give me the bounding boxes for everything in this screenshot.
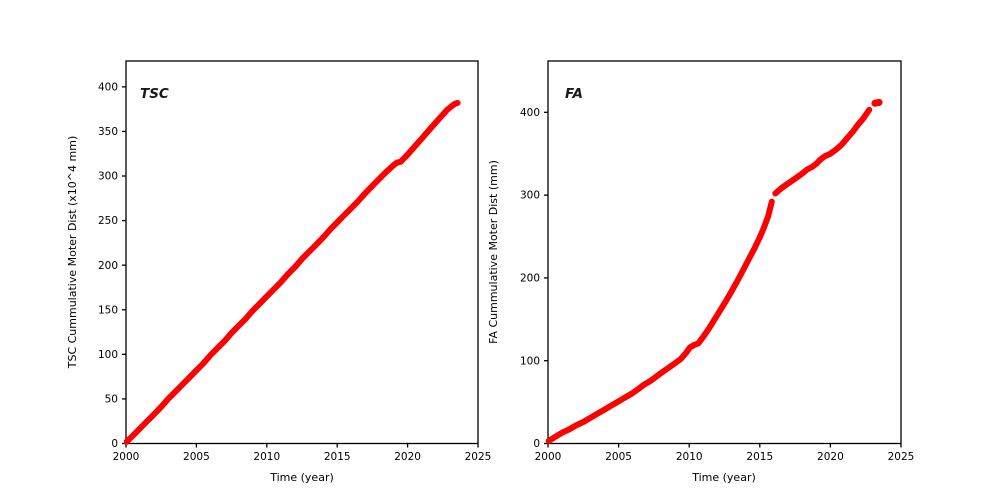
data-curve-segment bbox=[772, 106, 873, 197]
tsc-subplot: 2000 2005 2010 2015 2020 2025 0 50 100 150 200 250 3… bbox=[66, 60, 492, 484]
y-tick-label: 350 bbox=[98, 126, 118, 138]
y-tick-label: 400 bbox=[98, 81, 118, 93]
tsc-yaxis-title: TSC Cummulative Moter Dist (x10^4 mm) bbox=[66, 136, 79, 370]
x-tick-label: 2020 bbox=[394, 451, 421, 463]
plot-frame bbox=[547, 60, 902, 445]
x-tick-label: 2005 bbox=[605, 451, 632, 463]
y-tick-label: 250 bbox=[98, 215, 118, 227]
x-tick-label: 2020 bbox=[817, 451, 844, 463]
x-tick-label: 2010 bbox=[676, 451, 703, 463]
fa-subplot: 2000 2005 2010 2015 2020 2025 0 100 200 300 400 FA… bbox=[487, 60, 915, 484]
y-tick-label: 300 bbox=[98, 171, 118, 183]
tsc-annotation-label: TSC bbox=[140, 86, 169, 102]
data-curve-segment bbox=[871, 98, 883, 107]
fa-annotation-label: FA bbox=[565, 86, 583, 102]
y-tick-label: 100 bbox=[520, 355, 540, 367]
tsc-plot-area: 2000 2005 2010 2015 2020 2025 0 50 100 150 200 250 3… bbox=[98, 60, 492, 463]
x-tick-label: 2025 bbox=[465, 451, 492, 463]
y-tick-label: 0 bbox=[111, 438, 118, 450]
x-tick-label: 2015 bbox=[746, 451, 773, 463]
x-tick-label: 2010 bbox=[253, 451, 280, 463]
y-tick-label: 200 bbox=[98, 260, 118, 272]
y-tick-label: 50 bbox=[105, 394, 118, 406]
y-tick-label: 300 bbox=[520, 190, 540, 202]
plot-frame bbox=[125, 60, 479, 445]
fa-yaxis-title: FA Cummulative Moter Dist (mm) bbox=[487, 160, 500, 344]
y-tick-label: 200 bbox=[520, 273, 540, 285]
x-tick-label: 2005 bbox=[183, 451, 210, 463]
y-tick-label: 0 bbox=[533, 438, 540, 450]
data-curve-segment bbox=[545, 198, 775, 444]
fa-xaxis-title: Time (year) bbox=[691, 471, 756, 484]
x-tick-label: 2000 bbox=[535, 451, 562, 463]
tsc-xaxis-title: Time (year) bbox=[269, 471, 334, 484]
x-tick-label: 2025 bbox=[888, 451, 915, 463]
data-curve-segment bbox=[123, 99, 461, 445]
fa-plot-area: 2000 2005 2010 2015 2020 2025 0 100 200 300 400 bbox=[520, 60, 915, 463]
x-tick-label: 2000 bbox=[113, 451, 140, 463]
y-tick-label: 100 bbox=[98, 349, 118, 361]
y-tick-label: 150 bbox=[98, 304, 118, 316]
y-tick-label: 400 bbox=[520, 107, 540, 119]
x-tick-label: 2015 bbox=[324, 451, 351, 463]
